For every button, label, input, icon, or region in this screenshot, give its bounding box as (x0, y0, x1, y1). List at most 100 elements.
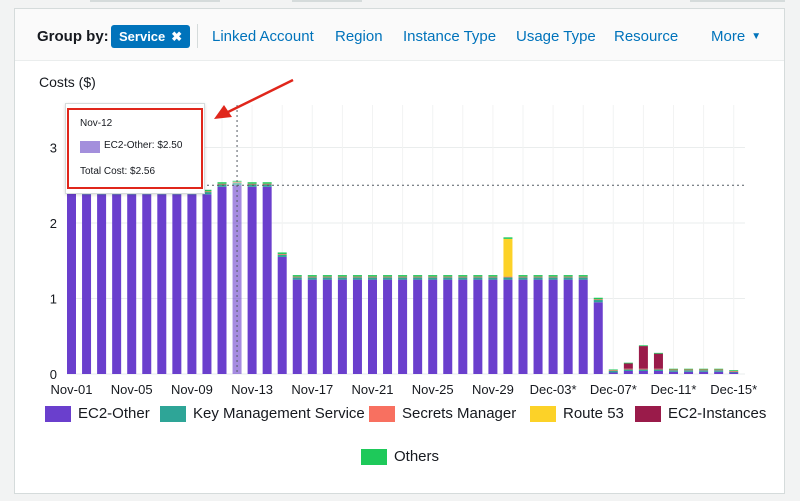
legend-swatch (45, 405, 71, 422)
bar-segment (142, 194, 152, 374)
group-by-toolbar: Group by: Service ✖ Linked Account Regio… (15, 9, 784, 61)
bar-segment (578, 277, 588, 280)
service-filter-chip[interactable]: Service ✖ (111, 25, 191, 48)
bar-segment (608, 370, 618, 373)
bar-segment (638, 369, 648, 371)
bar-segment (322, 275, 332, 277)
bar-segment (127, 194, 137, 374)
bar-segment (307, 276, 317, 278)
bar-segment (518, 275, 528, 277)
legend-kms[interactable]: Key Management Service (160, 405, 365, 422)
legend-label: Route 53 (563, 405, 624, 422)
bar-segment (563, 276, 573, 278)
annotation-highlight-box (67, 108, 203, 189)
bar-segment (473, 277, 483, 280)
bar-segment (593, 297, 603, 300)
legend-ec2-other[interactable]: EC2-Other (45, 405, 150, 422)
bar-segment (638, 345, 648, 347)
bar-segment (368, 276, 377, 278)
y-tick-label: 3 (50, 141, 57, 156)
bar-segment (533, 277, 543, 280)
bar-segment (337, 277, 347, 280)
bar-segment (428, 276, 438, 278)
bar-segment (714, 368, 724, 370)
legend-others[interactable]: Others (361, 448, 439, 465)
bar-segment (292, 276, 302, 278)
group-by-label: Group by: (37, 28, 109, 45)
bar-segment (277, 254, 287, 257)
close-icon[interactable]: ✖ (171, 29, 183, 44)
legend-secrets-manager[interactable]: Secrets Manager (369, 405, 516, 422)
bar-segment (653, 369, 663, 371)
x-tick-label: Nov-01 (51, 382, 93, 397)
bar-segment (352, 275, 362, 277)
bar-segment (608, 370, 618, 372)
bar-segment (337, 275, 347, 277)
bar-segment (368, 279, 377, 374)
bar-segment (202, 192, 212, 195)
tab-resource[interactable]: Resource (614, 28, 679, 45)
bar-segment (383, 277, 393, 280)
tab-region[interactable]: Region (335, 28, 383, 45)
caret-down-icon: ▼ (751, 31, 762, 42)
legend-label: EC2-Other (78, 405, 150, 422)
hover-tooltip: Nov-12 EC2-Other: $2.50 Total Cost: $2.5… (65, 103, 205, 194)
toolbar-divider (197, 24, 198, 48)
bar-segment (157, 194, 167, 374)
bar-segment (714, 370, 724, 372)
bar-segment (307, 279, 317, 374)
more-dropdown[interactable]: More ▼ (711, 28, 761, 45)
bar-segment (488, 277, 498, 280)
bar-segment (608, 372, 618, 374)
bar-segment (202, 189, 212, 192)
top-strip-segment (90, 0, 220, 2)
bar-segment (262, 183, 272, 185)
bar-segment (518, 279, 528, 374)
arrow-shaft (225, 78, 294, 115)
bar-segment (458, 277, 468, 280)
bar-segment (217, 182, 227, 184)
bar-segment (67, 185, 76, 374)
bar-segment (729, 372, 739, 374)
bar-segment (473, 276, 483, 278)
more-label: More (711, 28, 746, 45)
bar-segment (458, 275, 468, 277)
legend-swatch (361, 448, 387, 465)
bar-segment (322, 279, 332, 374)
bar-segment (653, 352, 663, 354)
bar-segment (337, 276, 347, 278)
bar-segment (699, 369, 709, 371)
tooltip-swatch (80, 141, 100, 153)
legend-ec2-instances[interactable]: EC2-Instances (635, 405, 766, 422)
x-tick-label: Dec-15* (710, 382, 757, 397)
bar-segment (292, 279, 302, 374)
bar-segment (518, 277, 528, 280)
legend-swatch (160, 405, 186, 422)
bar-segment (352, 277, 362, 280)
bar-segment (277, 256, 287, 374)
y-tick-label: 2 (50, 216, 57, 231)
cost-explorer-panel: Group by: Service ✖ Linked Account Regio… (14, 8, 785, 494)
bar-segment (413, 277, 423, 280)
bar-segment (563, 279, 573, 374)
bar-segment (488, 279, 498, 374)
bar-segment (669, 369, 678, 371)
bar-segment (368, 277, 377, 280)
bar-segment (217, 183, 227, 185)
bar-segment (623, 369, 633, 371)
tab-linked-account[interactable]: Linked Account (212, 28, 314, 45)
bar-segment (578, 276, 588, 278)
bar-segment (262, 186, 272, 374)
top-strip-segment (292, 0, 362, 2)
bar-segment (638, 346, 648, 369)
bar-segment (292, 275, 302, 277)
bar-segment (684, 369, 694, 371)
legend-route-53[interactable]: Route 53 (530, 405, 624, 422)
bar-segment (383, 275, 393, 277)
bar-segment (352, 276, 362, 278)
bar-segment (608, 369, 618, 371)
bar-segment (503, 279, 513, 374)
tab-instance-type[interactable]: Instance Type (403, 28, 497, 45)
tab-usage-type[interactable]: Usage Type (516, 28, 596, 45)
chart-bars (67, 142, 739, 374)
